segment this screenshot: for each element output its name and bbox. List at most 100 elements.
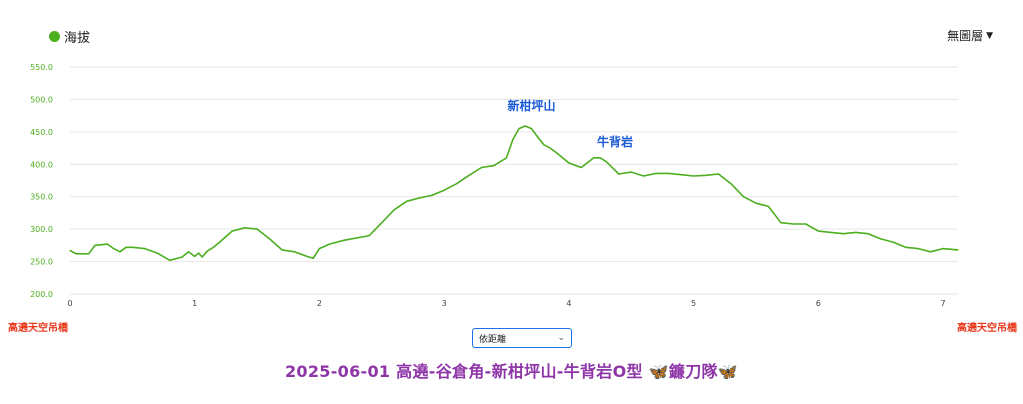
data-point [867, 233, 869, 235]
y-tick-label: 200.0 [30, 290, 53, 299]
legend-item-elevation[interactable]: 海拔 [49, 27, 90, 46]
data-point [792, 223, 794, 225]
data-point [119, 251, 121, 253]
data-point [892, 241, 894, 243]
data-point [692, 175, 695, 177]
series-line-elevation [69, 125, 959, 262]
data-point [655, 172, 657, 174]
data-point [306, 255, 308, 257]
y-tick-label: 550.0 [30, 63, 53, 72]
data-point [493, 164, 495, 167]
data-point [518, 128, 520, 130]
data-point [197, 252, 200, 254]
data-point [88, 253, 90, 255]
data-point [256, 228, 258, 230]
data-point [855, 231, 857, 233]
data-point [318, 248, 321, 250]
data-point [605, 161, 607, 163]
data-point [418, 197, 420, 199]
y-tick-label: 400.0 [30, 160, 53, 169]
data-point [144, 248, 146, 250]
data-point [830, 231, 832, 233]
x-tick-label: 1 [192, 299, 197, 308]
data-point [187, 251, 190, 253]
data-point [742, 196, 745, 198]
y-tick-label: 450.0 [30, 128, 53, 137]
data-point [599, 157, 601, 159]
data-point [212, 246, 215, 248]
data-point [755, 202, 757, 204]
caret-down-icon: ▼ [986, 30, 993, 41]
data-point [524, 125, 526, 127]
data-point [219, 241, 221, 243]
y-tick-label: 250.0 [30, 258, 53, 267]
x-tick-label: 3 [442, 299, 447, 308]
page-title: 2025-06-01 高遶-谷倉角-新柑坪山-牛背岩O型 🦋鐮刀隊🦋 [284, 362, 739, 381]
data-point [231, 230, 233, 232]
data-point [480, 166, 483, 169]
data-point [942, 248, 944, 250]
data-point [328, 243, 331, 245]
legend-dot-icon [49, 31, 60, 42]
data-point [805, 223, 807, 225]
layer-dropdown[interactable]: 無圖層 ▼ [947, 27, 993, 44]
layer-dropdown-label: 無圖層 [947, 29, 984, 43]
x-tick-label: 2 [317, 299, 322, 308]
chevron-down-icon: ⌄ [557, 333, 565, 343]
data-point [312, 257, 314, 259]
data-point [181, 256, 183, 258]
peak-annotation: 新柑坪山 [507, 98, 555, 113]
data-point [505, 157, 508, 159]
data-point [630, 171, 632, 173]
end-point-label: 高遶天空吊橋 [957, 323, 1017, 334]
peak-annotation: 牛背岩 [597, 134, 633, 149]
data-point [549, 147, 551, 149]
data-point [537, 136, 539, 138]
data-point [69, 249, 71, 252]
start-point-label: 高遶天空吊橋 [8, 323, 68, 334]
data-point [94, 244, 96, 246]
x-tick-label: 0 [67, 299, 72, 308]
data-point [456, 183, 458, 185]
data-point [125, 246, 127, 248]
legend-label: 海拔 [64, 31, 91, 46]
data-point [668, 172, 670, 174]
data-point [431, 194, 433, 197]
data-point [543, 144, 545, 146]
data-point [268, 238, 271, 240]
x-axis-mode-select[interactable]: 依距離 ⌄ [472, 328, 572, 348]
data-point [113, 248, 115, 250]
data-point [106, 243, 109, 245]
data-point [568, 162, 570, 164]
data-point [717, 173, 720, 175]
data-point [767, 205, 770, 208]
data-point [194, 255, 196, 257]
data-point [730, 183, 732, 185]
data-point [917, 248, 919, 250]
data-point [156, 252, 158, 254]
data-point [468, 174, 470, 176]
data-point [780, 222, 782, 224]
data-point [75, 253, 77, 255]
data-point [929, 251, 932, 253]
data-point [680, 174, 682, 176]
data-point [512, 139, 514, 141]
x-tick-label: 6 [816, 299, 821, 308]
x-axis-mode-value: 依距離 [479, 334, 507, 345]
data-point [393, 209, 395, 211]
data-point [555, 152, 558, 154]
data-point [406, 200, 408, 202]
y-tick-label: 500.0 [30, 95, 53, 104]
data-point [643, 175, 645, 177]
y-tick-label: 350.0 [30, 193, 53, 202]
data-point [281, 249, 283, 251]
y-tick-label: 300.0 [30, 225, 53, 234]
data-point [957, 249, 959, 251]
data-point [880, 238, 882, 240]
data-point [201, 256, 203, 258]
x-tick-label: 7 [940, 299, 945, 308]
x-tick-label: 5 [691, 299, 696, 308]
data-point [443, 189, 445, 191]
data-point [580, 166, 582, 169]
